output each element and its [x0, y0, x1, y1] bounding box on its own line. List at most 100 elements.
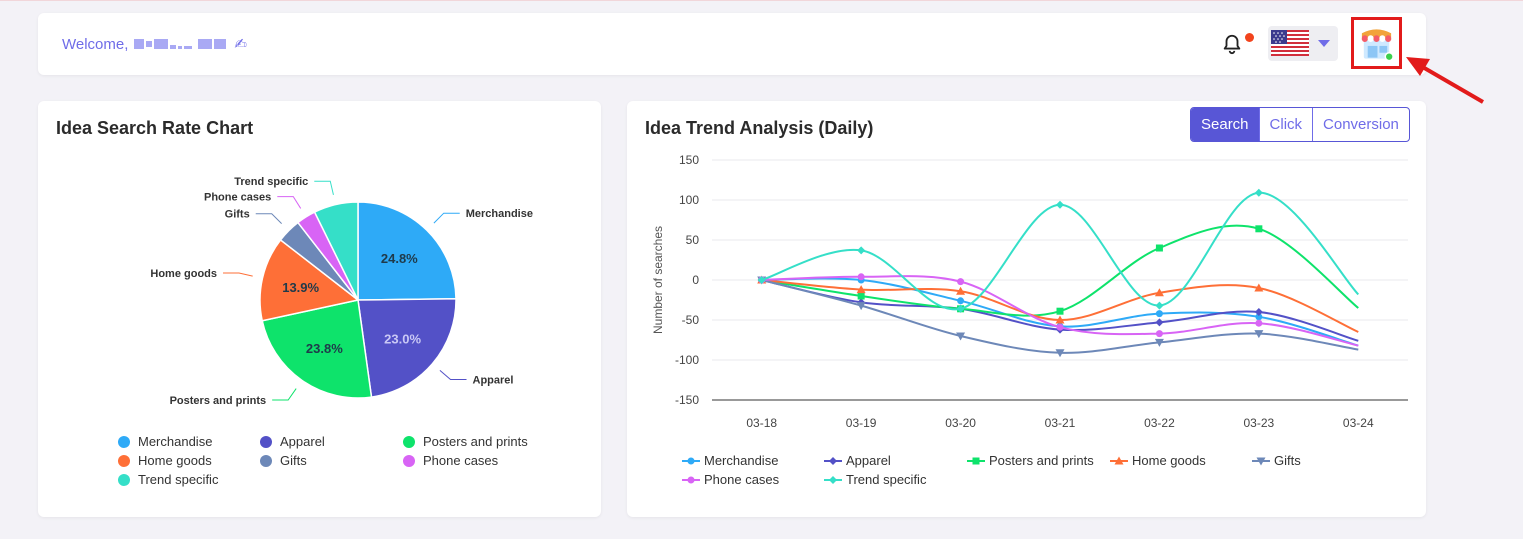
y-axis-label: Number of searches [651, 226, 665, 334]
legend-label: Posters and prints [989, 453, 1094, 468]
x-tick-label: 03-18 [746, 416, 777, 430]
data-point-home-goods[interactable] [856, 285, 866, 294]
data-point-merchandise[interactable] [1155, 310, 1163, 318]
data-point-gifts[interactable] [856, 302, 866, 311]
pie-slice-home-goods[interactable] [259, 238, 360, 322]
pie-value-label: 23.8% [306, 341, 343, 356]
legend-marker [403, 435, 415, 448]
legend-label: Home goods [138, 453, 212, 468]
pie-legend-gifts[interactable]: Gifts [260, 453, 307, 468]
data-point-gifts[interactable] [956, 332, 966, 341]
data-point-posters-and-prints[interactable] [857, 292, 865, 300]
line-legend-merchandise[interactable]: Merchandise [682, 453, 778, 468]
legend-label: Phone cases [423, 453, 499, 468]
legend-symbol[interactable] [687, 476, 695, 483]
legend-label: Trend specific [138, 472, 219, 487]
data-point-home-goods[interactable] [1154, 288, 1164, 297]
data-point-posters-and-prints[interactable] [1056, 307, 1064, 315]
data-point-trend-specific[interactable] [757, 276, 766, 284]
data-point-phone-cases[interactable] [1056, 323, 1064, 331]
top-accent-line [0, 0, 1523, 1]
tab-search[interactable]: Search [1191, 108, 1259, 141]
legend-symbol[interactable] [1114, 456, 1124, 464]
bell-icon[interactable] [1221, 32, 1243, 56]
welcome-label: Welcome, [62, 35, 129, 53]
data-point-trend-specific[interactable] [1056, 200, 1064, 209]
legend-label: Merchandise [704, 453, 779, 468]
search-rate-card: Idea Search Rate Chart 24.8% Merchandise 2… [38, 101, 601, 517]
legend-marker [824, 475, 842, 484]
legend-marker [403, 454, 415, 467]
data-point-posters-and-prints[interactable] [1255, 225, 1263, 233]
data-point-gifts[interactable] [1254, 330, 1264, 339]
legend-marker [260, 454, 272, 467]
pie-callout-line [277, 196, 302, 209]
data-point-phone-cases[interactable] [957, 278, 965, 286]
data-point-trend-specific[interactable] [1155, 301, 1164, 310]
legend-label: Merchandise [138, 434, 213, 449]
legend-symbol[interactable] [1256, 457, 1266, 465]
x-tick-label: 03-21 [1045, 416, 1076, 430]
tab-conversion[interactable]: Conversion [1312, 108, 1409, 141]
data-point-home-goods[interactable] [1254, 283, 1264, 292]
pie-slice-merchandise[interactable] [357, 201, 457, 301]
legend-marker [1110, 456, 1128, 464]
data-point-phone-cases[interactable] [857, 273, 865, 281]
pie-legend-phone-cases[interactable]: Phone cases [403, 453, 498, 468]
data-point-home-goods[interactable] [1055, 315, 1065, 324]
pie-legend-posters-and-prints[interactable]: Posters and prints [403, 434, 528, 449]
pie-slice-trend-specific[interactable] [313, 201, 359, 301]
data-point-merchandise[interactable] [957, 297, 965, 305]
us-flag-icon [1271, 30, 1309, 56]
redacted-username [134, 37, 228, 51]
data-point-apparel[interactable] [1254, 308, 1263, 316]
legend-label: Gifts [280, 453, 307, 468]
line-legend-gifts[interactable]: Gifts [1252, 453, 1301, 468]
line-legend-trend-specific[interactable]: Trend specific [824, 472, 926, 487]
pie-legend-trend-specific[interactable]: Trend specific [118, 472, 218, 487]
top-header: Welcome, ✍ [38, 13, 1426, 75]
data-point-trend-specific[interactable] [956, 304, 965, 313]
data-point-phone-cases[interactable] [1255, 319, 1263, 327]
y-tick-label: 50 [686, 233, 700, 247]
x-tick-label: 03-24 [1343, 416, 1374, 430]
line-legend-posters-and-prints[interactable]: Posters and prints [967, 453, 1094, 468]
language-selector[interactable] [1268, 26, 1338, 61]
line-legend-phone-cases[interactable]: Phone cases [682, 472, 779, 487]
legend-symbol[interactable] [972, 457, 980, 464]
data-point-gifts[interactable] [1154, 338, 1164, 347]
pie-callout-apparel: Apparel [473, 375, 514, 387]
line-legend-home-goods[interactable]: Home goods [1110, 453, 1206, 468]
data-point-phone-cases[interactable] [1155, 330, 1163, 338]
pie-card-title: Idea Search Rate Chart [56, 118, 254, 138]
data-point-trend-specific[interactable] [1254, 188, 1263, 197]
line-legend-apparel[interactable]: Apparel [824, 453, 891, 468]
legend-symbol[interactable] [829, 475, 837, 484]
pie-callout-line [314, 180, 334, 195]
pie-callout-line [255, 213, 282, 224]
data-point-trend-specific[interactable] [857, 246, 866, 255]
pie-callout-home-goods: Home goods [150, 268, 217, 280]
data-point-home-goods[interactable] [956, 286, 966, 295]
data-point-posters-and-prints[interactable] [1155, 244, 1163, 252]
pie-slice-apparel[interactable] [357, 298, 457, 398]
pie-slice-posters-and-prints[interactable] [261, 299, 373, 399]
data-point-apparel[interactable] [1155, 318, 1164, 327]
line-legend: Merchandise Apparel Posters and prints Home… [627, 101, 1426, 517]
tab-click[interactable]: Click [1258, 108, 1313, 141]
pie-legend-merchandise[interactable]: Merchandise [118, 434, 212, 449]
wave-icon: ✍ [234, 36, 247, 53]
legend-marker [118, 435, 130, 448]
trend-analysis-card: Idea Trend Analysis (Daily) Search Click… [627, 101, 1426, 517]
legend-symbol[interactable] [829, 456, 837, 465]
pie-legend: Merchandise Apparel Posters and prints Home… [38, 101, 601, 517]
pie-callout-phone-cases: Phone cases [204, 192, 271, 204]
data-point-merchandise[interactable] [1255, 313, 1263, 321]
legend-symbol[interactable] [687, 457, 695, 464]
data-point-gifts[interactable] [1055, 349, 1065, 358]
pie-legend-home-goods[interactable]: Home goods [118, 453, 212, 468]
legend-label: Phone cases [704, 472, 780, 487]
pie-legend-apparel[interactable]: Apparel [260, 434, 325, 449]
avatar-button[interactable] [1351, 17, 1402, 69]
x-tick-label: 03-23 [1244, 416, 1275, 430]
